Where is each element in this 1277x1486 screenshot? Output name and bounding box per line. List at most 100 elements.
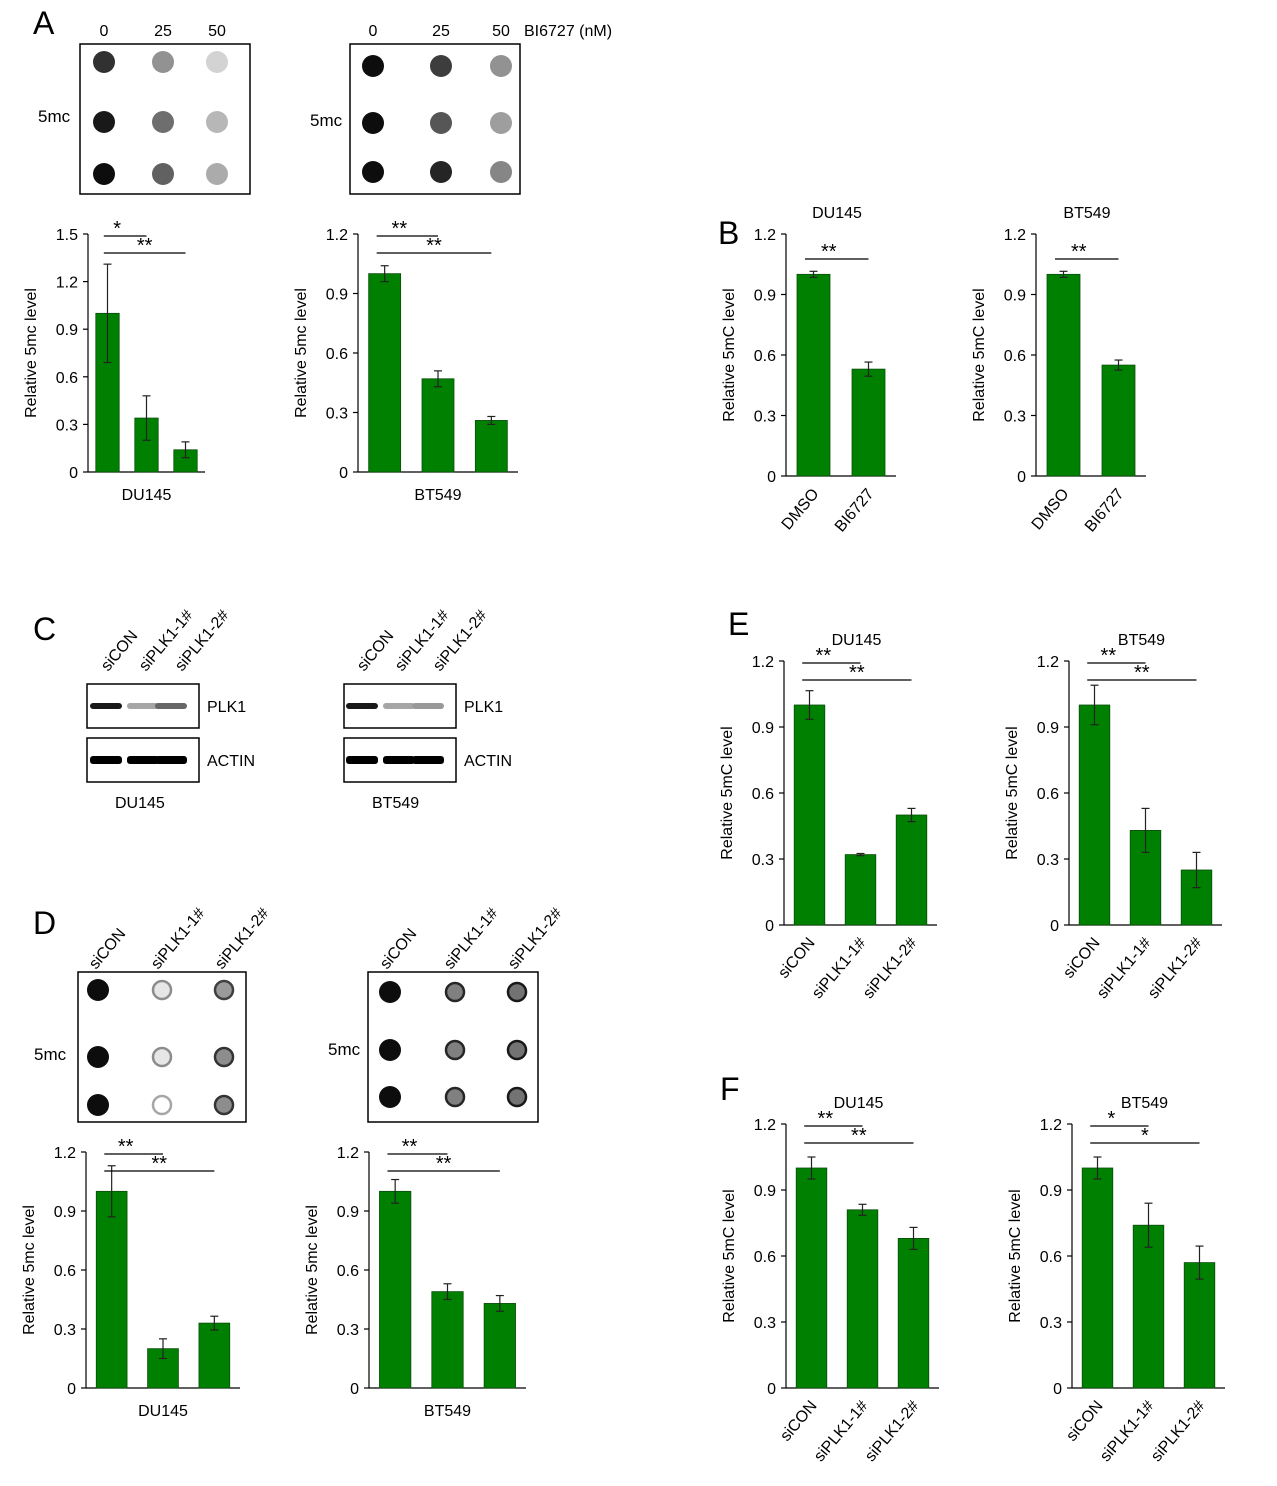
a-right-dot	[430, 112, 452, 134]
lane-label: siCON	[98, 628, 141, 675]
category-label: siCON	[777, 1398, 820, 1445]
y-tick-label: 0.6	[56, 370, 78, 387]
a-left-dot	[93, 163, 115, 185]
lane-label: 50	[492, 23, 510, 40]
bar	[198, 1322, 231, 1389]
bar	[793, 704, 826, 926]
y-tick-label: 1.2	[1004, 227, 1026, 244]
lane-label: siCON	[86, 926, 129, 973]
a-right-dot	[362, 161, 384, 183]
chart-d1: 0 0.3 0.6 0.9 1.2 Relative 5mc level ** ** DU145	[21, 1136, 240, 1420]
bar	[483, 1303, 516, 1389]
lane-label: siPLK1-2#	[212, 905, 273, 973]
category-label: siCON	[1060, 935, 1103, 982]
significance-marker: **	[851, 1125, 867, 1147]
bar	[846, 1209, 879, 1389]
lane-label: siCON	[354, 628, 397, 675]
a-right-dot	[490, 112, 512, 134]
significance-marker: *	[113, 218, 121, 240]
c-right-band	[346, 703, 378, 709]
d-right-dot	[444, 1086, 466, 1108]
y-tick-label: 0.9	[337, 1204, 359, 1221]
y-tick-label: 0	[1050, 918, 1059, 935]
bar	[1183, 1262, 1216, 1389]
y-axis-label: Relative 5mC level	[1007, 1189, 1024, 1322]
y-tick-label: 0.9	[54, 1204, 76, 1221]
y-tick-label: 1.2	[754, 1117, 776, 1134]
significance-marker: **	[816, 645, 832, 667]
y-tick-label: 1.2	[326, 227, 348, 244]
significance-marker: **	[1071, 241, 1087, 263]
bar	[851, 368, 886, 477]
d-right-dot	[444, 1039, 466, 1061]
category-label: DMSO	[779, 486, 823, 534]
y-tick-label: 0.3	[56, 417, 78, 434]
category-label: BI6727	[832, 486, 878, 536]
category-label: BI6727	[1082, 486, 1128, 536]
lane-label: 0	[369, 23, 378, 40]
a-right-dot	[430, 55, 452, 77]
d-left-dot	[87, 979, 109, 1001]
significance-marker: **	[426, 235, 442, 257]
significance-marker: **	[118, 1136, 134, 1158]
y-tick-label: 0.3	[754, 1315, 776, 1332]
y-tick-label: 0.3	[1037, 852, 1059, 869]
category-label: siCON	[775, 935, 818, 982]
c-right-cell-line: BT549	[372, 795, 419, 812]
y-tick-label: 0.6	[337, 1263, 359, 1280]
y-tick-label: 0.3	[326, 406, 348, 423]
bar	[379, 1190, 412, 1389]
d-left-dot	[213, 979, 235, 1001]
a-right-dot	[362, 55, 384, 77]
chart-title: BT549	[1118, 632, 1165, 649]
d-right-dot	[379, 1086, 401, 1108]
d-left-blot-label: 5mc	[34, 1045, 67, 1064]
c-left-band-label: PLK1	[207, 699, 246, 716]
significance-marker: **	[137, 235, 153, 257]
c-left-band	[90, 756, 122, 764]
a-left-dot	[93, 111, 115, 133]
panel-letter-e: E	[728, 606, 749, 642]
y-tick-label: 0	[767, 1381, 776, 1398]
d-left-dot	[213, 1094, 235, 1116]
y-tick-label: 1.2	[1037, 654, 1059, 671]
bar	[431, 1291, 464, 1389]
d-left-dot	[87, 1094, 109, 1116]
d-right-blot-label: 5mc	[328, 1040, 361, 1059]
y-tick-label: 0.9	[752, 720, 774, 737]
c-left-band	[127, 756, 159, 764]
category-label: siPLK1-2#	[862, 1398, 923, 1466]
panel-letter-c: C	[33, 611, 56, 647]
category-label: siPLK1-2#	[1145, 935, 1206, 1003]
c-right-band	[383, 703, 415, 709]
y-tick-label: 0	[1017, 469, 1026, 486]
category-label: DMSO	[1029, 486, 1073, 534]
category-label: siPLK1-2#	[1148, 1398, 1209, 1466]
chart-title: DU145	[834, 1095, 884, 1112]
c-right-band	[346, 756, 378, 764]
d-left-dot	[87, 1046, 109, 1068]
y-tick-label: 0	[1053, 1381, 1062, 1398]
y-tick-label: 0.3	[54, 1322, 76, 1339]
chart-d2: 0 0.3 0.6 0.9 1.2 Relative 5mc level ** ** BT549	[304, 1136, 526, 1420]
d-right-dot	[506, 1086, 528, 1108]
panel-letter-d: D	[33, 905, 56, 941]
x-axis-label: DU145	[138, 1403, 188, 1420]
bar	[1101, 364, 1136, 477]
d-left-dot	[151, 1046, 173, 1068]
y-tick-label: 0.9	[1004, 288, 1026, 305]
y-tick-label: 1.5	[56, 227, 78, 244]
treatment-label: BI6727 (nM)	[524, 23, 612, 40]
bar	[474, 420, 508, 473]
a-left-dot	[152, 111, 174, 133]
y-tick-label: 0.9	[1037, 720, 1059, 737]
y-tick-label: 0	[69, 465, 78, 482]
lane-label: siPLK1-2#	[505, 905, 566, 973]
chart-b2: 0 0.3 0.6 0.9 1.2 Relative 5mC level ** BT549 DM…	[971, 205, 1146, 535]
lane-label: siPLK1-1#	[441, 905, 502, 973]
y-tick-label: 0.6	[754, 1249, 776, 1266]
y-tick-label: 0.3	[1040, 1315, 1062, 1332]
y-tick-label: 1.2	[752, 654, 774, 671]
category-label: siPLK1-2#	[860, 935, 921, 1003]
